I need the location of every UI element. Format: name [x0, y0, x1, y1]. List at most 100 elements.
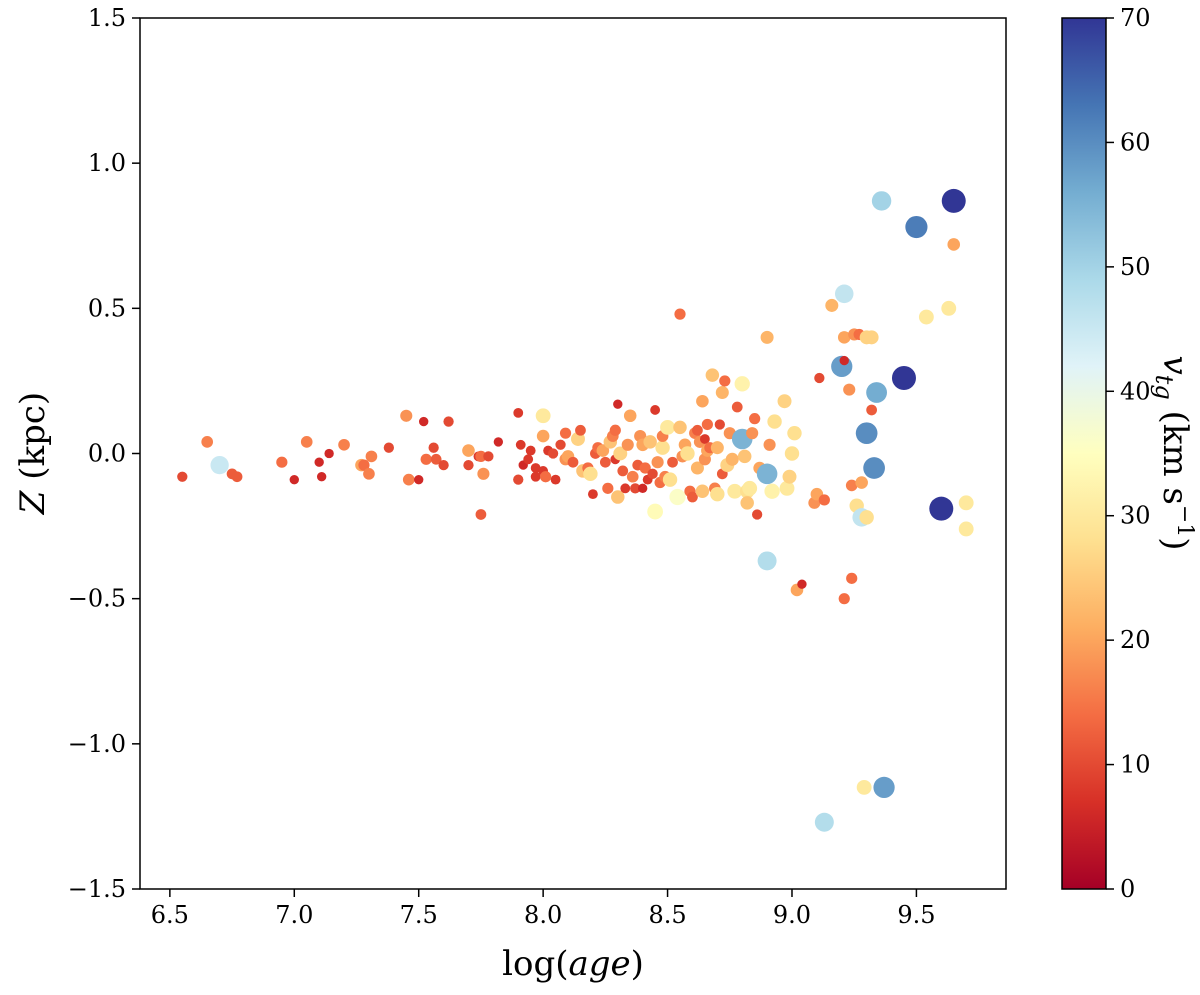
data-point [300, 436, 313, 448]
data-point [463, 459, 474, 471]
data-point [710, 486, 725, 502]
data-point [587, 489, 598, 500]
data-point [864, 330, 879, 345]
data-point [613, 399, 623, 409]
data-point [575, 424, 586, 436]
data-point [583, 466, 598, 482]
x-axis-label: log(age) [502, 944, 644, 984]
data-point [818, 494, 830, 506]
colorbar-tick-label: 20 [1120, 626, 1151, 654]
data-point [746, 427, 759, 440]
data-point [515, 439, 526, 450]
data-point [699, 434, 710, 444]
data-point [845, 479, 858, 492]
data-point [483, 451, 494, 462]
data-point [667, 456, 678, 468]
data-point [855, 476, 868, 489]
data-point [695, 484, 710, 498]
data-point [602, 482, 614, 494]
data-point [825, 298, 839, 312]
data-point [231, 471, 243, 483]
data-point [701, 418, 713, 431]
data-point [438, 459, 449, 471]
data-point [651, 456, 664, 469]
data-point [620, 483, 631, 494]
data-point [419, 416, 429, 427]
data-point [637, 483, 648, 494]
data-point [513, 474, 524, 485]
data-point [856, 779, 872, 795]
data-point [567, 456, 579, 468]
y-axis-ticks: 1.5 1.0 0.5 0.0 −0.5 −1.0 −1.5 [68, 4, 140, 903]
data-point [623, 409, 637, 423]
y-tick-label: 1.0 [88, 149, 126, 177]
data-point [647, 468, 658, 479]
data-point [705, 368, 720, 382]
data-point [596, 444, 610, 457]
data-point [559, 427, 572, 439]
y-tick-label: −1.5 [68, 875, 126, 903]
data-point [475, 509, 487, 520]
data-point [289, 474, 299, 485]
data-point [891, 366, 916, 391]
data-point [777, 394, 792, 409]
data-point [763, 438, 776, 451]
data-point [669, 488, 686, 506]
data-point [611, 490, 625, 504]
data-point [742, 480, 758, 496]
data-point [338, 438, 350, 451]
data-point [662, 472, 678, 487]
x-tick-label: 9.0 [773, 901, 811, 929]
data-point [838, 593, 850, 605]
data-point [784, 446, 800, 461]
x-tick-label: 8.0 [524, 901, 562, 929]
data-point [734, 376, 750, 392]
data-point [210, 455, 229, 475]
colorbar [1061, 17, 1107, 890]
data-point [757, 551, 777, 571]
data-point [710, 441, 724, 455]
x-tick-label: 7.5 [400, 901, 438, 929]
data-point [756, 463, 778, 485]
y-tick-label: 1.5 [88, 4, 126, 32]
data-point [752, 509, 763, 520]
data-point [764, 483, 780, 499]
data-point [363, 467, 375, 480]
data-point [613, 446, 628, 461]
y-tick-label: 0.5 [88, 294, 126, 322]
data-point [787, 425, 802, 441]
x-tick-label: 6.5 [151, 901, 189, 929]
data-point [523, 454, 534, 465]
data-point [866, 382, 887, 403]
data-point [749, 413, 761, 425]
data-point [402, 473, 415, 486]
colorbar-label: vtg (km s−1) [1150, 355, 1197, 550]
data-point [655, 440, 670, 455]
y-tick-label: 0.0 [88, 440, 126, 468]
data-point [513, 407, 524, 418]
data-point [550, 474, 561, 485]
data-point [626, 470, 639, 483]
data-point [958, 495, 974, 511]
data-point [947, 238, 961, 251]
x-tick-label: 8.5 [648, 901, 686, 929]
data-point [475, 450, 487, 463]
data-point [687, 491, 698, 503]
data-point [814, 372, 825, 384]
colorbar-ticks: 70 60 50 40 30 20 10 0 [1106, 4, 1151, 903]
data-point [462, 444, 475, 457]
data-point [530, 463, 541, 473]
data-point [525, 445, 536, 456]
data-point [316, 472, 327, 482]
data-point [420, 453, 432, 465]
data-point [859, 510, 874, 525]
data-point [782, 469, 797, 484]
data-point [324, 448, 334, 459]
data-point [660, 419, 675, 435]
data-point [680, 446, 695, 461]
data-point [383, 442, 394, 453]
data-point [358, 459, 370, 471]
data-point [719, 375, 731, 387]
data-point [647, 503, 664, 520]
data-point [797, 579, 807, 589]
